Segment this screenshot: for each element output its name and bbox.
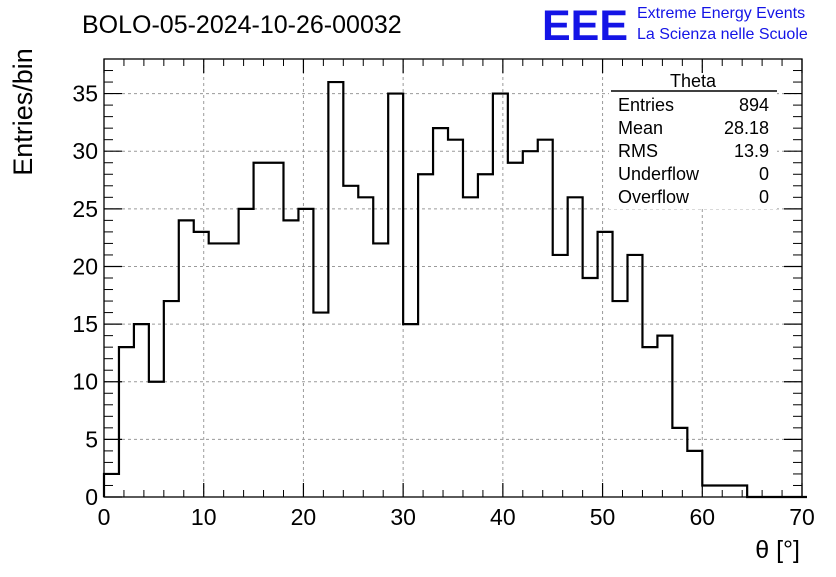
histogram-bin	[343, 186, 358, 497]
x-tick-label: 10	[191, 504, 217, 530]
histogram-bin	[508, 163, 523, 497]
axis-ticks	[103, 58, 803, 498]
histogram-bin	[179, 220, 194, 497]
stats-value: 0	[759, 187, 769, 207]
eee-logo: EEE Extreme Energy Events La Scienza nel…	[542, 2, 808, 50]
histogram-bin	[164, 301, 179, 497]
y-axis-label: Entries/bin	[8, 48, 38, 176]
histogram-bin	[657, 336, 672, 497]
eee-logo-mark: EEE	[542, 2, 628, 50]
histogram-bin	[254, 163, 269, 497]
histogram-series-line	[102, 80, 807, 499]
histogram-bin	[538, 140, 553, 497]
histogram-bin	[478, 174, 493, 497]
y-tick-label: 15	[72, 311, 98, 337]
y-tick-label: 5	[85, 426, 98, 452]
histogram-bin	[119, 347, 134, 497]
x-tick-label: 30	[390, 504, 416, 530]
grid-lines	[104, 59, 802, 497]
histogram-bin	[224, 243, 239, 497]
x-tick-label: 40	[490, 504, 516, 530]
histogram-bin	[568, 197, 583, 497]
y-tick-label: 25	[72, 196, 98, 222]
histogram-bin	[732, 485, 747, 497]
x-tick-labels: 0 10 20 30 40 50 60 70	[98, 504, 815, 530]
stats-label: Entries	[618, 95, 674, 115]
chart-title: BOLO-05-2024-10-26-00032	[82, 11, 402, 39]
stats-rows: Entries 894 Mean 28.18 RMS 13.9 Underflow 0 Over…	[618, 95, 769, 207]
histogram-bin	[149, 382, 164, 497]
histogram-bin	[388, 94, 403, 497]
histogram-bin	[104, 474, 119, 497]
histogram-bin	[628, 255, 643, 497]
histogram-bin	[239, 209, 254, 497]
stats-label: Overflow	[618, 187, 690, 207]
histogram-bin	[493, 94, 508, 497]
x-axis-label: θ [°]	[755, 536, 800, 564]
stats-value: 13.9	[734, 141, 769, 161]
x-tick-label: 50	[590, 504, 616, 530]
y-tick-labels: 0 5 10 15 20 25 30 35	[72, 81, 98, 510]
stats-value: 28.18	[724, 118, 769, 138]
y-tick-label: 10	[72, 369, 98, 395]
histogram-bin	[134, 324, 149, 497]
histogram-bin	[463, 197, 478, 497]
y-tick-label: 30	[72, 138, 98, 164]
histogram-bin	[717, 485, 732, 497]
histogram-bin	[358, 197, 373, 497]
stats-label: Mean	[618, 118, 663, 138]
histogram-bin	[403, 324, 418, 497]
histogram-bin	[583, 278, 598, 497]
logo-line-1: Extreme Energy Events	[637, 5, 805, 22]
x-tick-label: 20	[291, 504, 317, 530]
histogram-bin	[613, 301, 628, 497]
y-tick-label: 35	[72, 81, 98, 107]
histogram-bin	[194, 232, 209, 497]
histogram-bin	[313, 313, 328, 497]
x-tick-label: 0	[98, 504, 111, 530]
stats-box-title: Theta	[670, 71, 717, 91]
histogram-bin	[373, 243, 388, 497]
histogram-bin	[433, 128, 448, 497]
stats-label: Underflow	[618, 164, 700, 184]
histogram-bin	[328, 82, 343, 497]
y-tick-label: 20	[72, 253, 98, 279]
histogram-bin	[283, 220, 298, 497]
histogram-bin	[598, 232, 613, 497]
stats-value: 894	[739, 95, 769, 115]
histogram-bin	[269, 163, 284, 497]
histogram-bin	[687, 451, 702, 497]
stats-label: RMS	[618, 141, 658, 161]
histogram-bin	[418, 174, 433, 497]
histogram-bin	[642, 347, 657, 497]
histogram-bin	[702, 485, 717, 497]
histogram-bin	[298, 209, 313, 497]
y-tick-label: 0	[85, 484, 98, 510]
x-tick-label: 60	[689, 504, 715, 530]
logo-line-2: La Scienza nelle Scuole	[637, 26, 808, 43]
stats-box: Theta Entries 894 Mean 28.18 RMS 13.9 Underflo…	[609, 71, 777, 209]
histogram-bin	[553, 255, 568, 497]
histogram-bin	[209, 243, 224, 497]
histogram-bin	[523, 151, 538, 497]
stats-value: 0	[759, 164, 769, 184]
x-tick-label: 70	[789, 504, 815, 530]
stats-box-background	[609, 73, 777, 209]
histogram-bin	[672, 428, 687, 497]
histogram-bin	[448, 140, 463, 497]
